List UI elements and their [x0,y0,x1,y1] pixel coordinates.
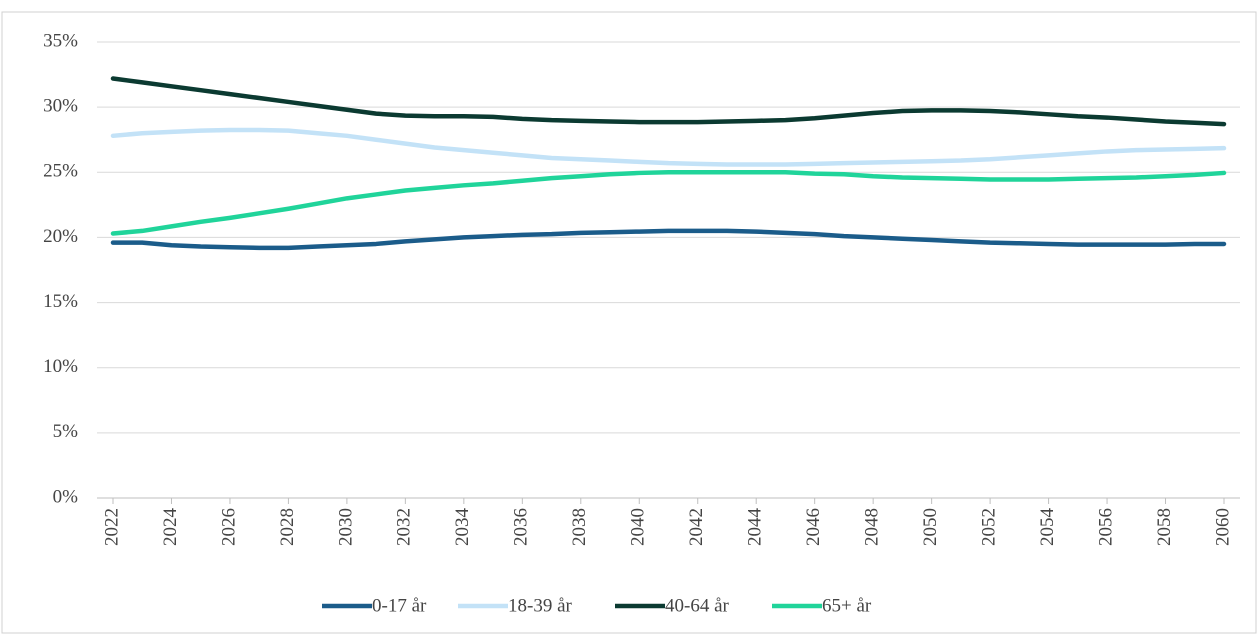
legend-label: 18-39 år [508,595,573,616]
y-tick-label: 0% [53,486,79,507]
x-tick-label: 2038 [569,508,590,546]
y-tick-label: 25% [43,161,78,182]
x-tick-label: 2028 [277,508,298,546]
x-tick-label: 2046 [803,508,824,546]
y-tick-label: 10% [43,356,78,377]
x-tick-label: 2042 [686,508,707,546]
x-tick-label: 2024 [160,508,181,547]
x-tick-label: 2056 [1095,508,1116,546]
x-tick-label: 2044 [745,508,766,547]
x-tick-label: 2058 [1154,508,1175,546]
x-tick-label: 2050 [920,508,941,546]
x-tick-label: 2022 [101,508,122,546]
series-line [110,76,1227,127]
x-tick-label: 2060 [1212,508,1233,546]
x-tick-label: 2034 [452,508,473,547]
series-line [110,127,1227,167]
y-tick-label: 20% [43,226,78,247]
legend-label: 65+ år [822,595,872,616]
legend-label: 40-64 år [665,595,730,616]
x-tick-label: 2030 [335,508,356,546]
x-tick-label: 2048 [862,508,883,546]
series-line [110,228,1227,251]
y-tick-label: 30% [43,96,78,117]
y-tick-label: 15% [43,291,78,312]
x-tick-label: 2032 [394,508,415,546]
y-tick-label: 5% [53,421,79,442]
series-line [110,170,1227,236]
x-tick-label: 2036 [511,508,532,546]
legend-label: 0-17 år [372,595,427,616]
y-tick-label: 35% [43,30,78,51]
x-tick-label: 2040 [628,508,649,546]
x-tick-label: 2054 [1037,508,1058,547]
x-tick-label: 2026 [218,508,239,546]
x-tick-label: 2052 [978,508,999,546]
